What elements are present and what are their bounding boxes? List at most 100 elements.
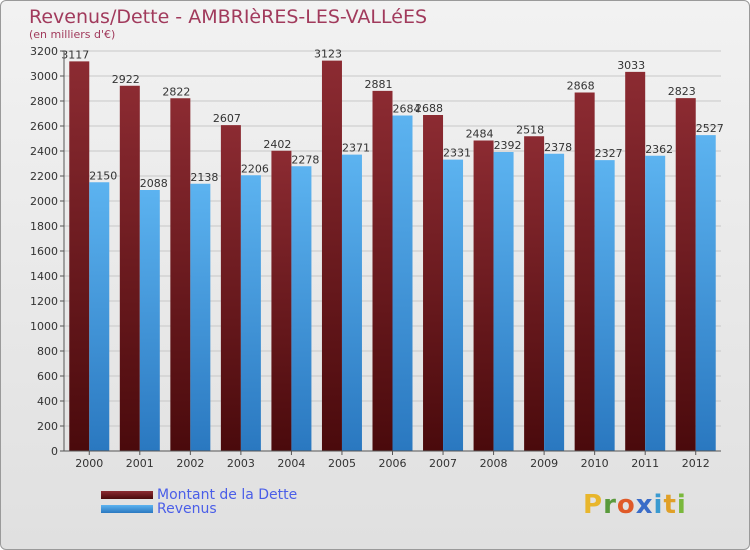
y-tick-label: 1000 (30, 320, 58, 333)
y-tick-label: 3000 (30, 70, 58, 83)
bars (69, 60, 716, 451)
bar-revenue (341, 154, 362, 451)
bar-debt (423, 115, 444, 451)
data-label-revenue: 2278 (291, 153, 319, 166)
data-labels: 3117 2150 2922 2088 2822 2138 2607 2206 24022278… (61, 48, 723, 190)
logo-letter: t (663, 490, 677, 520)
bar-debt (524, 136, 545, 451)
legend-swatch-debt (101, 491, 153, 499)
x-tick-label: 2004 (277, 457, 305, 470)
data-label-debt: 2881 (365, 78, 393, 91)
x-tick-label: 2007 (429, 457, 457, 470)
x-axis-ticks: 2000 2001 2002 2003 2004 2005 2006 2007 2008 2009… (75, 451, 710, 470)
data-label-revenue: 2088 (140, 177, 168, 190)
y-tick-label: 3200 (30, 45, 58, 58)
bar-debt (675, 98, 696, 451)
bar-debt (625, 71, 646, 451)
bar-debt (220, 125, 241, 451)
legend-swatch-revenue (101, 505, 153, 513)
data-label-debt: 2402 (263, 138, 291, 151)
bar-revenue (190, 183, 211, 451)
x-tick-label: 2009 (530, 457, 558, 470)
y-tick-label: 600 (37, 370, 58, 383)
legend-label-revenue: Revenus (157, 501, 217, 517)
x-tick-label: 2001 (126, 457, 154, 470)
bar-debt (574, 92, 595, 451)
bar-revenue (645, 155, 666, 451)
data-label-revenue: 2371 (342, 142, 370, 155)
y-tick-label: 800 (37, 345, 58, 358)
y-tick-label: 200 (37, 420, 58, 433)
data-label-revenue: 2206 (241, 162, 269, 175)
bar-debt (473, 140, 494, 451)
bar-revenue (493, 152, 514, 451)
data-label-revenue: 2138 (190, 171, 218, 184)
data-label-revenue: 2392 (494, 139, 522, 152)
y-tick-label: 1800 (30, 220, 58, 233)
data-label-debt: 2822 (162, 85, 190, 98)
data-label-debt: 3033 (617, 59, 645, 72)
data-label-revenue: 2331 (443, 147, 471, 160)
legend-item-debt: Montant de la Dette (101, 487, 297, 503)
axes (63, 51, 721, 452)
logo-letter: o (616, 490, 636, 520)
data-label-debt: 2688 (415, 102, 443, 115)
data-label-revenue: 2327 (595, 147, 623, 160)
data-label-debt: 3117 (61, 48, 89, 61)
y-tick-label: 1400 (30, 270, 58, 283)
data-label-revenue: 2527 (696, 122, 724, 135)
chart-subtitle: (en milliers d'€) (29, 28, 116, 41)
x-tick-label: 2008 (480, 457, 508, 470)
x-tick-label: 2002 (176, 457, 204, 470)
x-tick-label: 2010 (581, 457, 609, 470)
bar-revenue (89, 182, 110, 451)
logo-letter: x (635, 490, 654, 520)
bar-revenue (240, 175, 261, 451)
legend-label-debt: Montant de la Dette (157, 487, 298, 503)
y-tick-label: 1200 (30, 295, 58, 308)
bar-debt (69, 61, 90, 451)
data-label-debt: 2518 (516, 123, 544, 136)
bar-revenue (392, 115, 413, 451)
x-tick-label: 2005 (328, 457, 356, 470)
logo-letter: i (653, 490, 664, 520)
logo-letter: r (603, 490, 617, 520)
logo-letter: i (676, 490, 687, 520)
data-label-debt: 2823 (668, 85, 696, 98)
x-tick-label: 2012 (682, 457, 710, 470)
data-label-revenue: 2362 (645, 143, 673, 156)
y-tick-label: 2600 (30, 120, 58, 133)
bar-debt (372, 90, 393, 451)
y-tick-label: 0 (51, 445, 58, 458)
y-axis-ticks: 0 200 400 600 800 1000 1200 1400 1600 1800 2000 220… (30, 45, 64, 458)
data-label-revenue: 2378 (544, 141, 572, 154)
bar-debt (321, 60, 342, 451)
y-tick-label: 400 (37, 395, 58, 408)
x-tick-label: 2003 (227, 457, 255, 470)
data-label-revenue: 2150 (89, 169, 117, 182)
x-tick-label: 2011 (631, 457, 659, 470)
bar-revenue (443, 159, 464, 451)
data-label-debt: 2922 (112, 73, 140, 86)
y-tick-label: 2000 (30, 195, 58, 208)
bar-revenue (139, 190, 160, 451)
y-tick-label: 2400 (30, 145, 58, 158)
data-label-debt: 2607 (213, 112, 241, 125)
data-label-debt: 2868 (567, 80, 595, 93)
chart-title: Revenus/Dette - AMBRIèRES-LES-VALLéES (29, 6, 428, 28)
bar-revenue (695, 135, 716, 451)
data-label-revenue: 2684 (393, 103, 421, 116)
proxiti-logo: Proxiti (583, 490, 687, 520)
legend-item-revenue: Revenus (101, 501, 217, 517)
x-tick-label: 2000 (75, 457, 103, 470)
y-tick-label: 2200 (30, 170, 58, 183)
bar-revenue (544, 153, 565, 451)
data-label-debt: 2484 (466, 128, 494, 141)
bar-debt (170, 98, 191, 451)
bar-revenue (594, 160, 615, 451)
bar-debt (119, 85, 140, 451)
bar-debt (271, 150, 292, 451)
data-label-debt: 3123 (314, 48, 342, 61)
